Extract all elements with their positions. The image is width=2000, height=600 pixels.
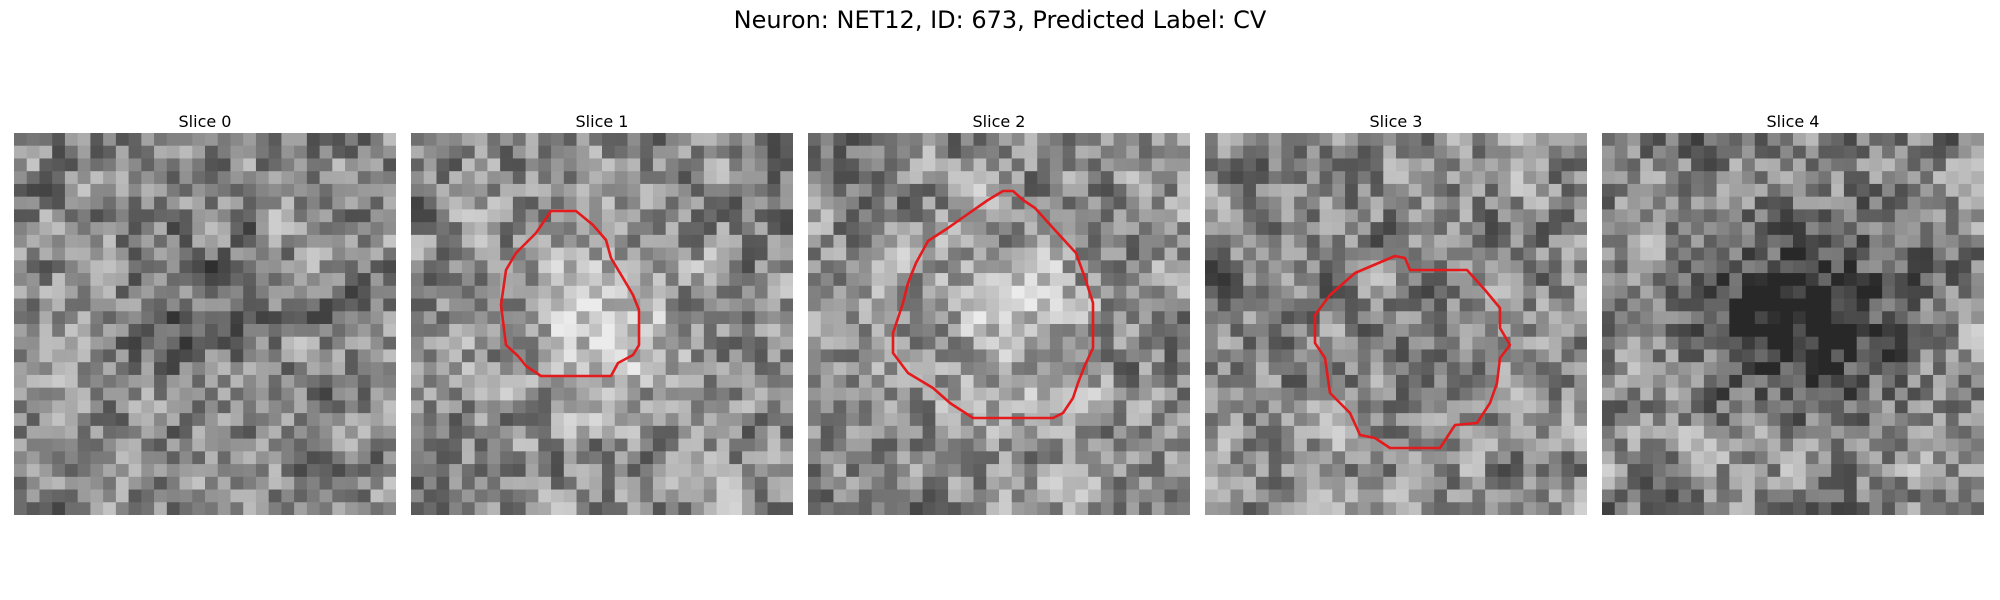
slice-title-1: Slice 1 <box>575 112 629 131</box>
slice-title-2: Slice 2 <box>972 112 1026 131</box>
roi-outline <box>499 209 641 378</box>
slice-panel-3: Slice 3 <box>1205 112 1587 515</box>
slice-image-4 <box>1602 133 1984 515</box>
slice-panel-0: Slice 0 <box>14 112 396 515</box>
slice-image-0 <box>14 133 396 515</box>
slice-title-0: Slice 0 <box>178 112 232 131</box>
pixel-grid <box>411 133 793 515</box>
slice-image-1 <box>411 133 793 515</box>
slice-panel-1: Slice 1 <box>411 112 793 515</box>
slice-image-3 <box>1205 133 1587 515</box>
pixel-grid <box>14 133 396 515</box>
roi-outline <box>891 189 1095 420</box>
slice-title-4: Slice 4 <box>1766 112 1820 131</box>
slice-panel-4: Slice 4 <box>1602 112 1984 515</box>
figure-title: Neuron: NET12, ID: 673, Predicted Label:… <box>733 6 1267 34</box>
slice-panel-2: Slice 2 <box>808 112 1190 515</box>
pixel-grid <box>808 133 1190 515</box>
pixel-grid <box>1602 133 1984 515</box>
slice-image-2 <box>808 133 1190 515</box>
slice-title-3: Slice 3 <box>1369 112 1423 131</box>
roi-outline <box>1313 254 1512 450</box>
pixel-grid <box>1205 133 1587 515</box>
